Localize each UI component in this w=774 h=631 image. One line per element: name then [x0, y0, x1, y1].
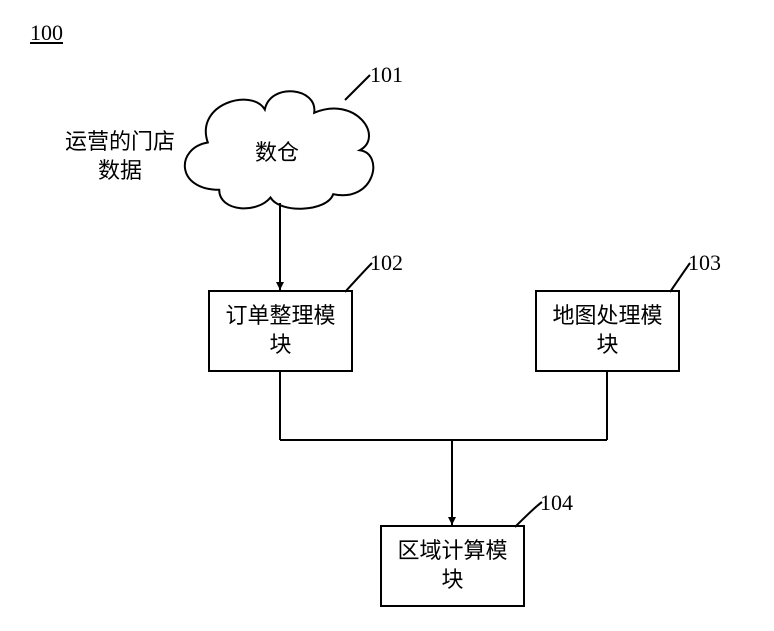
diagram-canvas: { "figure": { "id_label": "100", "id_pos… — [0, 0, 774, 631]
connectors-svg — [0, 0, 774, 631]
